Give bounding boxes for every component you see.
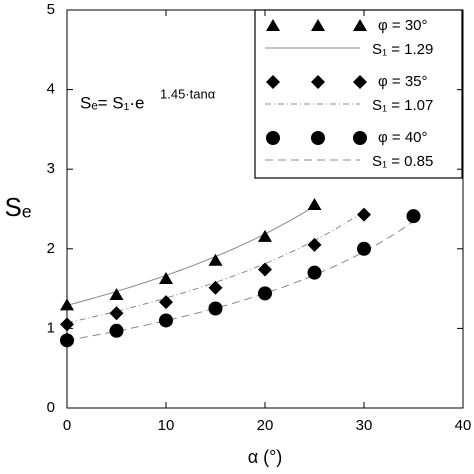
legend-marker — [311, 131, 325, 145]
x-tick-label: 30 — [356, 417, 373, 434]
x-axis-label: α (°) — [248, 447, 283, 467]
marker — [258, 286, 272, 301]
marker — [208, 280, 223, 295]
x-tick-label: 20 — [257, 417, 274, 434]
marker — [159, 313, 173, 328]
marker — [307, 265, 322, 280]
x-tick-label: 0 — [63, 417, 71, 434]
legend-label: φ = 40° — [378, 129, 428, 146]
marker — [258, 229, 272, 242]
x-tick-label: 40 — [455, 417, 472, 434]
marker — [258, 262, 272, 277]
fit-curve — [66, 205, 315, 306]
annotation-exponent: 1.45·tanα — [160, 86, 216, 101]
marker — [109, 306, 124, 321]
legend-marker — [353, 19, 367, 31]
legend-marker — [353, 75, 367, 89]
y-tick-label: 1 — [47, 319, 55, 336]
marker — [208, 301, 223, 316]
legend-marker — [266, 75, 280, 89]
y-tick-label: 2 — [47, 240, 55, 257]
marker — [109, 287, 124, 300]
y-axis-label: Sₑ — [4, 192, 31, 222]
marker — [60, 298, 74, 311]
marker — [159, 295, 173, 310]
legend-marker — [311, 19, 325, 31]
marker — [60, 333, 74, 348]
y-tick-label: 3 — [47, 160, 55, 177]
marker — [357, 207, 371, 222]
y-tick-label: 0 — [47, 399, 55, 416]
marker — [357, 241, 371, 256]
legend-box — [254, 9, 463, 179]
x-tick-label: 10 — [158, 417, 175, 434]
legend-label: φ = 30° — [378, 17, 428, 34]
fit-curve — [66, 220, 414, 341]
legend-marker — [311, 75, 325, 89]
marker — [60, 317, 74, 332]
marker — [109, 323, 124, 338]
marker — [406, 209, 421, 224]
legend-marker — [266, 19, 280, 31]
legend-fit-label: S₁ = 1.07 — [372, 97, 433, 114]
legend-fit-label: S₁ = 1.29 — [372, 41, 433, 58]
annotation-base: Sₑ= S₁·e — [80, 93, 145, 112]
legend-fit-label: S₁ = 0.85 — [372, 153, 433, 170]
y-tick-label: 5 — [47, 1, 55, 18]
legend-marker — [353, 131, 367, 145]
y-tick-label: 4 — [47, 81, 55, 98]
marker — [307, 237, 322, 252]
marker — [307, 198, 322, 211]
legend-label: φ = 35° — [378, 73, 428, 90]
marker — [208, 253, 223, 266]
marker — [159, 272, 173, 285]
legend-marker — [266, 131, 280, 145]
